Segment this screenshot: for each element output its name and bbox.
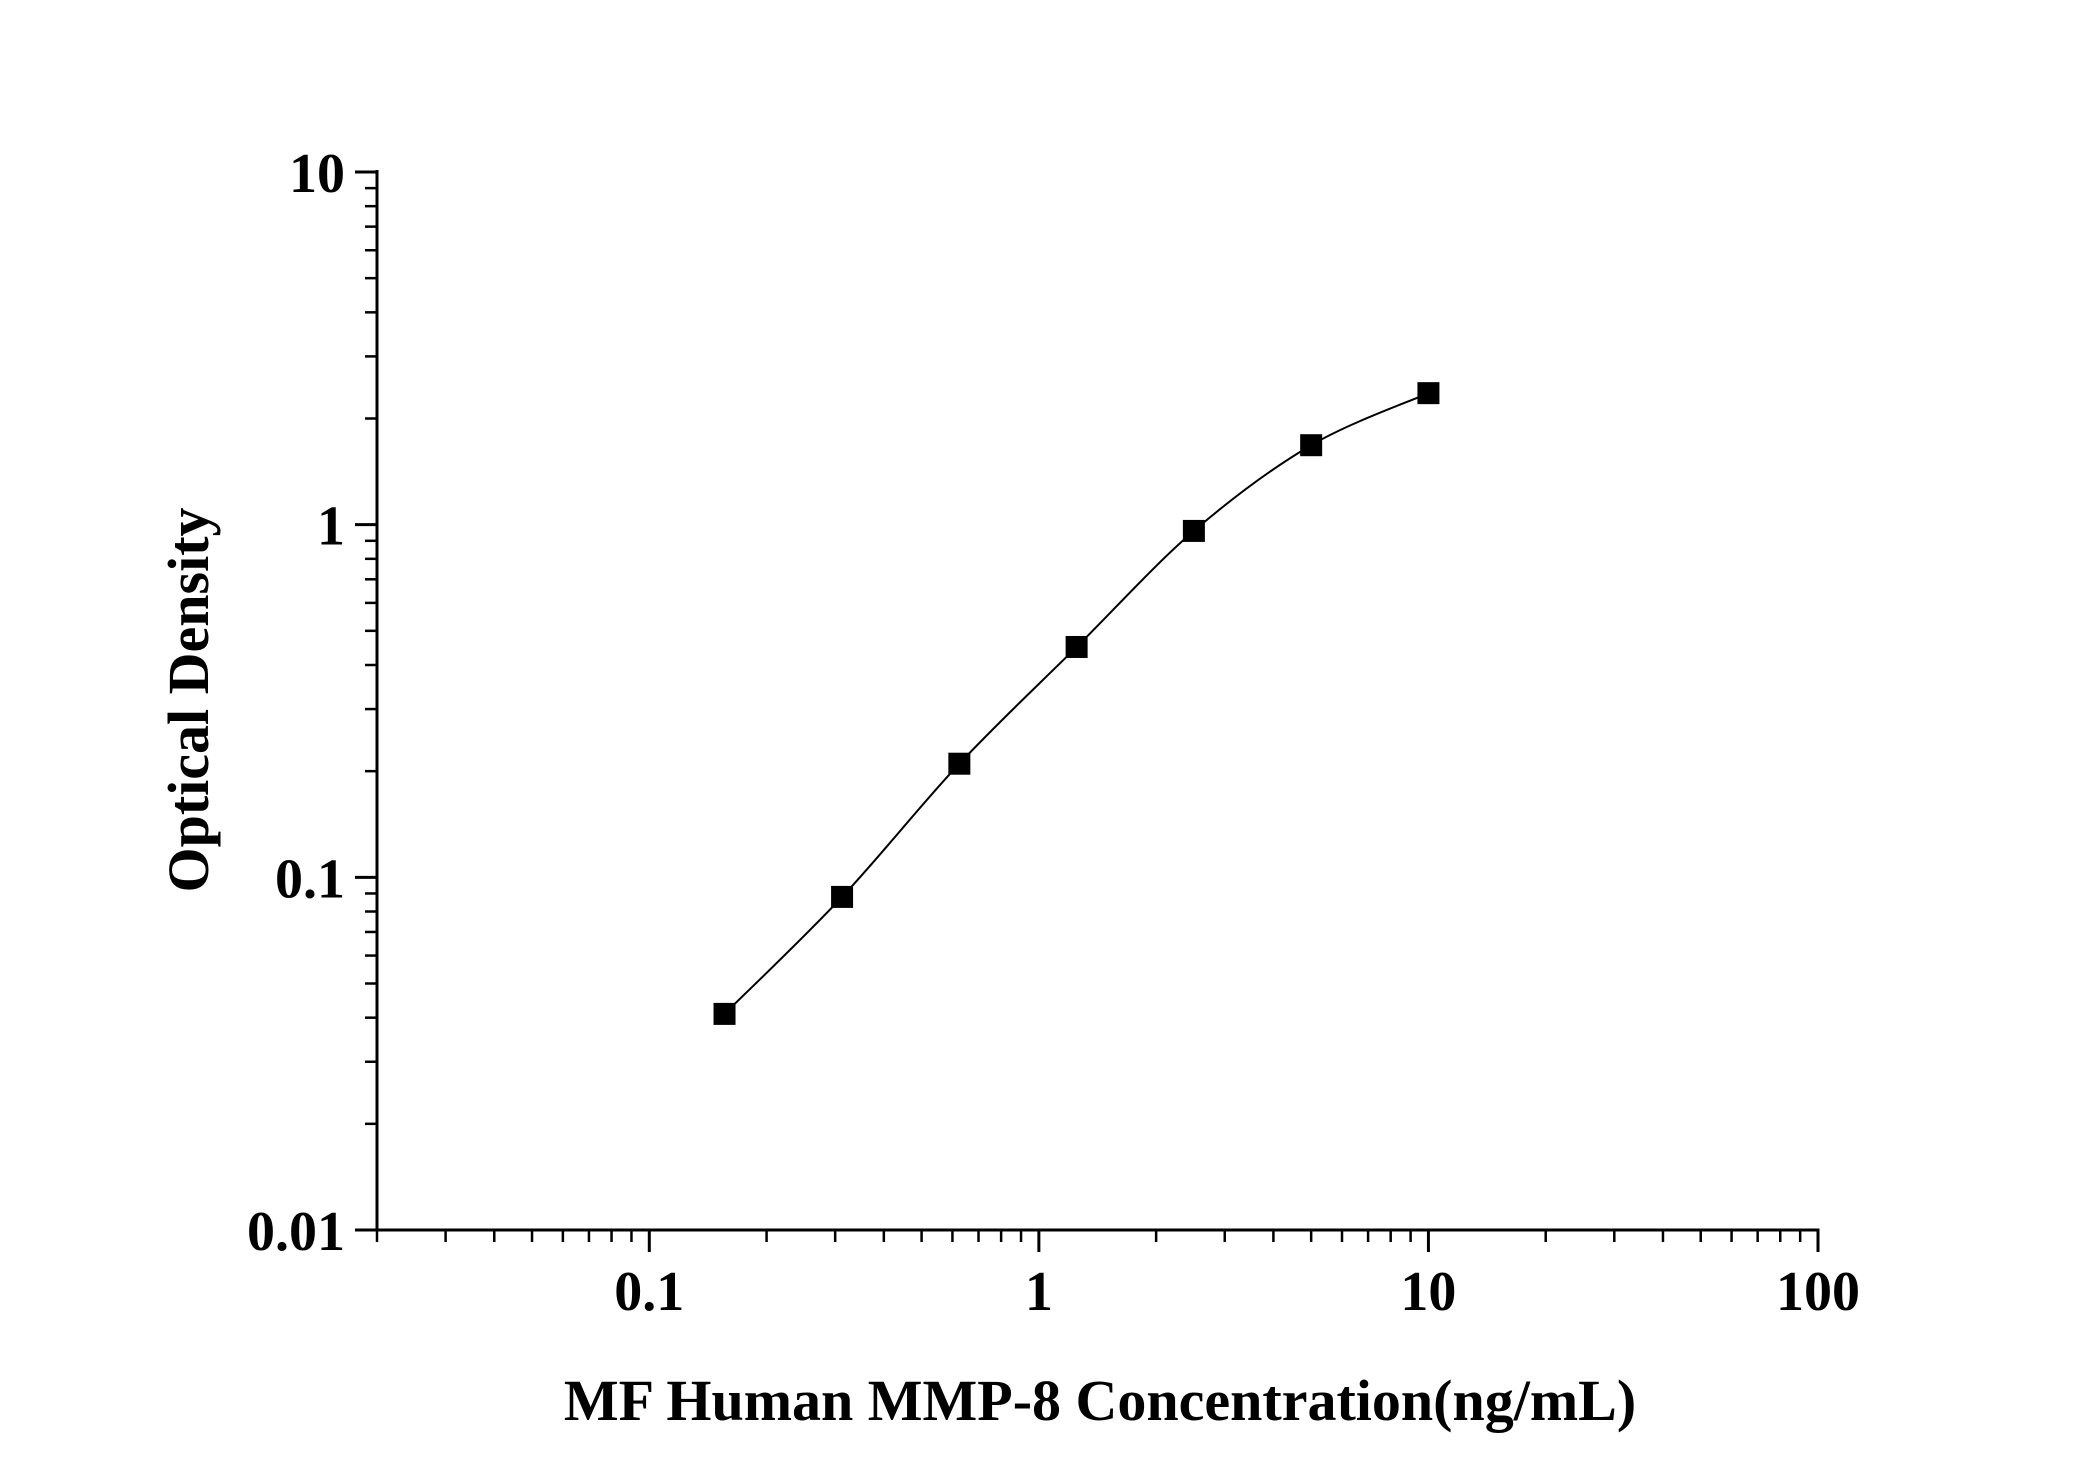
data-point	[1300, 434, 1323, 457]
fit-curve-line	[723, 392, 1429, 1015]
y-axis-label: Optical Density	[156, 507, 221, 892]
major-ticks	[355, 170, 1820, 1252]
x-tick-label: 1	[1025, 1261, 1053, 1323]
x-tick-label: 10	[1400, 1261, 1456, 1323]
data-point	[948, 752, 971, 775]
fit-curve	[723, 392, 1429, 1015]
data-point	[713, 1002, 736, 1025]
x-tick-label: 100	[1776, 1261, 1860, 1323]
axes	[375, 170, 1820, 1232]
y-tick-label: 0.01	[247, 1201, 345, 1263]
x-axis-label: MF Human MMP-8 Concentration(ng/mL)	[564, 1368, 1636, 1433]
data-point	[1417, 382, 1440, 405]
data-point	[831, 885, 854, 908]
data-points	[713, 382, 1440, 1025]
y-tick-label: 10	[289, 143, 345, 205]
data-point	[1182, 519, 1205, 542]
x-tick-label: 0.1	[614, 1261, 684, 1323]
minor-ticks	[365, 186, 1802, 1242]
data-point	[1065, 635, 1088, 658]
tick-labels: 0.1 1 10 100 0.01 0.1 1 10	[247, 143, 1860, 1323]
y-tick-label: 0.1	[275, 848, 345, 910]
y-tick-label: 1	[317, 496, 345, 558]
